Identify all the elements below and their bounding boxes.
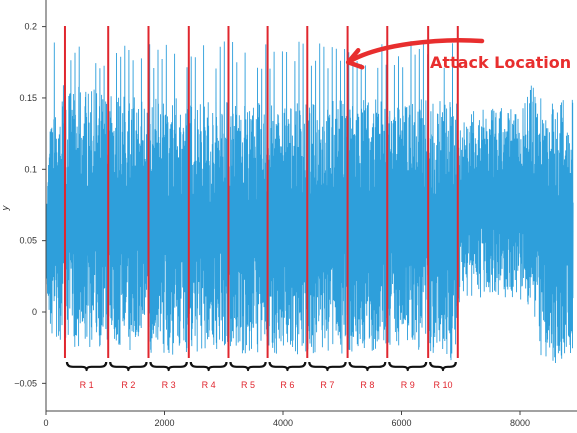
region-label: R 1 (80, 380, 94, 390)
y-tick-label: 0 (32, 307, 37, 317)
signal-line (45, 41, 574, 364)
region-brace (189, 361, 228, 372)
y-tick-label: 0.2 (24, 22, 37, 32)
region-brace (388, 361, 428, 372)
region-brace (109, 361, 148, 372)
region-brace (429, 361, 457, 372)
region-label: R 10 (433, 380, 452, 390)
x-tick-label: 4000 (273, 418, 293, 428)
region-brace (149, 361, 188, 372)
region-brace (65, 361, 108, 372)
region-brace (229, 361, 267, 372)
region-label: R 5 (241, 380, 255, 390)
x-tick-label: 6000 (391, 418, 411, 428)
x-tick-label: 8000 (510, 418, 530, 428)
y-axis-ticks: −0.05 0 0.05 0.1 0.15 0.2 (14, 22, 46, 388)
y-axis-title: y (1, 205, 11, 212)
region-label: R 7 (320, 380, 334, 390)
x-tick-label: 2000 (154, 418, 174, 428)
attack-arrow (345, 38, 485, 65)
y-tick-label: −0.05 (14, 378, 37, 388)
region-brace (348, 361, 387, 372)
y-tick-label: 0.15 (19, 93, 37, 103)
region-braces: R 1 R 2 R 3 R 4 R 5 R 6 R 7 R 8 R 9 R 10 (65, 361, 457, 390)
x-tick-label: 0 (43, 418, 48, 428)
attack-arrow-head (345, 48, 365, 70)
signal-series (45, 41, 574, 364)
region-brace (308, 361, 347, 372)
region-label: R 4 (202, 380, 216, 390)
y-tick-label: 0.05 (19, 236, 37, 246)
region-boundaries (63, 26, 459, 358)
region-label: R 9 (401, 380, 415, 390)
region-label: R 8 (360, 380, 374, 390)
y-tick-label: 0.1 (24, 164, 37, 174)
region-label: R 6 (280, 380, 294, 390)
attack-annotation: Attack Location (345, 38, 571, 72)
region-label: R 3 (162, 380, 176, 390)
region-label: R 2 (121, 380, 135, 390)
region-brace (268, 361, 307, 372)
annotation-text: Attack Location (430, 53, 571, 72)
x-axis-ticks: 0 2000 4000 6000 8000 (43, 411, 530, 428)
